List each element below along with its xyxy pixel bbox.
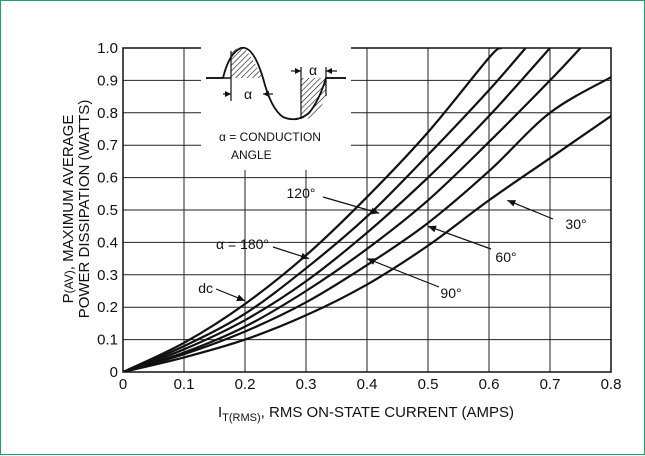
x-tick-label-5: 0.5 [418,376,439,393]
y-tick-label-10: 1.0 [97,40,118,57]
x-tick-label-8: 0.8 [601,376,622,393]
annotation-arrowhead-2 [370,207,380,215]
inset-arrowhead-left-b [263,91,269,97]
annotation-leader-5 [507,199,554,220]
series-line-4 [123,76,611,372]
conduction-angle-inset: α α α = CONDUCTION ANGLE [201,45,351,170]
tick-labels: 0 0.1 0.2 0.3 0.4 0.5 0.6 0.7 0.8 0 0.1 0.2 0.3 0.4 0.… [97,40,621,393]
inset-alpha-left: α [244,86,252,102]
annotation-arrowhead-5 [507,200,517,207]
x-tick-label-0: 0 [119,376,127,393]
inset-caption-line1: α = CONDUCTION [219,130,321,144]
inset-caption-line2: ANGLE [231,148,272,162]
y-tick-label-5: 0.5 [97,202,118,219]
series-line-1 [123,48,527,372]
inset-hatched-positive [231,48,263,78]
y-axis-label: P(AV), MAXIMUM AVERAGE POWER DISSIPATION… [60,100,93,319]
inset-arrowhead-right-a [295,68,301,74]
x-tick-label-3: 0.3 [296,376,317,393]
y-tick-label-8: 0.8 [97,105,118,122]
y-tick-label-2: 0.2 [97,299,118,316]
annotation-label-0: dc [198,280,213,296]
series-lines [123,48,611,372]
x-axis-label-rest: , RMS ON-STATE CURRENT (AMPS) [261,404,514,421]
annotation-arrowhead-1 [300,252,310,260]
y-tick-label-6: 0.6 [97,170,118,187]
annotation-label-1: α = 180° [216,236,269,252]
series-line-3 [123,48,582,372]
annotation-label-3: 90° [440,285,461,301]
annotation-arrowhead-0 [236,294,245,301]
x-axis-label-main: I [218,404,222,421]
curve-annotations: dc α = 180° 120° 90° 60° 30° [198,185,587,302]
plot-border [122,47,612,373]
x-axis-label: IT(RMS), RMS ON-STATE CURRENT (AMPS) [218,404,514,424]
annotation-leader-3 [366,258,440,288]
y-tick-label-7: 0.7 [97,137,118,154]
x-tick-label-1: 0.1 [174,376,195,393]
y-axis-label-line1: P(AV), MAXIMUM AVERAGE [60,115,77,304]
annotation-arrowhead-4 [428,225,437,233]
y-tick-label-3: 0.3 [97,267,118,284]
x-tick-label-2: 0.2 [235,376,256,393]
series-line-5 [123,115,611,372]
y-axis-label-line2: POWER DISSIPATION (WATTS) [76,100,93,319]
x-tick-label-6: 0.6 [479,376,500,393]
inset-arrowhead-left-a [225,91,231,97]
inset-sine-wave [206,46,346,121]
y-axis-label-line1-sub: (AV) [62,270,76,293]
y-tick-label-4: 0.4 [97,234,118,251]
annotation-label-4: 60° [495,249,516,265]
inset-alpha-right: α [309,62,317,78]
series-line-2 [123,48,551,372]
y-tick-label-0: 0 [110,364,118,381]
y-axis-label-line1-rest: , MAXIMUM AVERAGE [60,115,77,271]
annotation-label-2: 120° [287,185,316,201]
x-tick-label-4: 0.4 [357,376,378,393]
annotation-label-5: 30° [565,216,586,232]
annotation-leader-2 [322,196,380,214]
y-tick-label-1: 0.1 [97,332,118,349]
x-tick-label-7: 0.7 [540,376,561,393]
annotation-arrowhead-3 [367,258,376,265]
y-tick-label-9: 0.9 [97,72,118,89]
y-axis-label-line1-main: P [60,293,77,303]
inset-hatched-negative [301,78,326,119]
inset-arrowhead-right-b [326,68,332,74]
annotation-leader-4 [427,225,492,250]
series-line-0 [123,48,502,372]
x-axis-label-sub: T(RMS) [222,412,261,424]
inset-background [201,45,351,170]
